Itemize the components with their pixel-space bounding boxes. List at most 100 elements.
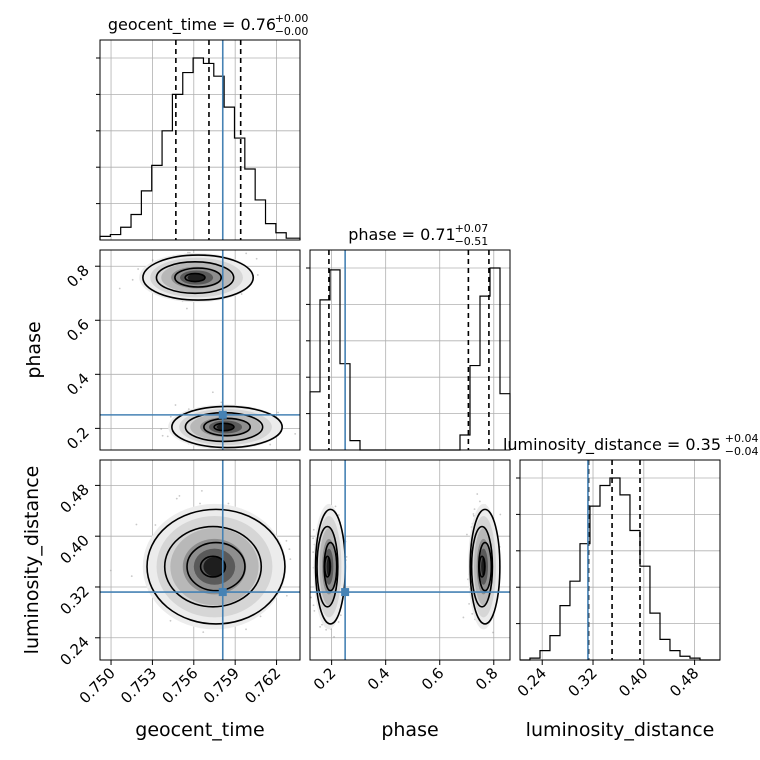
density-layer [118, 245, 297, 450]
scatter-point [131, 278, 134, 281]
scatter-point [245, 628, 247, 631]
scatter-point [187, 251, 189, 254]
title-plus-error: +0.07 [455, 222, 489, 235]
density-level-5 [187, 273, 206, 282]
scatter-point [288, 548, 291, 550]
x-axis-label-luminosity-distance: luminosity_distance [526, 719, 715, 741]
scatter-point [161, 434, 164, 437]
panel-2d-luminosity-distance-vs-phase [309, 459, 511, 661]
x-tick-label-phase: 0.2 [310, 664, 340, 694]
scatter-point [310, 596, 312, 599]
scatter-point [240, 293, 243, 295]
scatter-point [312, 537, 315, 540]
scatter-point [312, 551, 315, 554]
density-level-5 [203, 557, 226, 577]
y-axis-label-luminosity-distance: luminosity_distance [21, 466, 43, 655]
y-tick-label-phase: 0.6 [63, 315, 93, 345]
scatter-point [220, 401, 223, 404]
density-level-5 [216, 423, 235, 431]
truth-marker [341, 588, 350, 597]
scatter-point [333, 635, 335, 638]
scatter-point [285, 594, 288, 597]
scatter-point [256, 274, 259, 276]
scatter-point [466, 533, 468, 536]
y-tick-label-luminosity-distance: 0.48 [56, 480, 92, 516]
scatter-point [277, 411, 279, 414]
contour-0 [142, 254, 255, 301]
y-tick-label-luminosity-distance: 0.40 [56, 531, 92, 567]
contour-1 [155, 261, 235, 295]
density-layer [109, 489, 292, 634]
scatter-point [178, 494, 181, 497]
y-axis-label-phase: phase [23, 321, 45, 378]
scatter-point [118, 287, 121, 290]
contour-0 [469, 508, 501, 625]
panel-frame [519, 459, 721, 661]
scatter-point [211, 391, 214, 394]
x-tick-label-geocent-time: 0.756 [159, 664, 202, 707]
x-tick-label-geocent-time: 0.753 [117, 664, 160, 707]
scatter-point [312, 604, 315, 607]
title-minus-error: −0.00 [275, 25, 309, 38]
contour-2 [186, 541, 246, 592]
y-tick-label-luminosity-distance: 0.32 [56, 582, 92, 618]
scatter-point [186, 307, 188, 310]
x-tick-label-geocent-time: 0.762 [241, 664, 284, 707]
contour-3 [213, 422, 235, 432]
title-plus-error: +0.00 [275, 12, 309, 25]
scatter-point [160, 428, 163, 430]
scatter-point [312, 528, 315, 531]
scatter-point [478, 500, 481, 503]
scatter-point [135, 523, 138, 526]
scatter-point [294, 433, 297, 435]
y-tick-label-phase: 0.4 [63, 369, 93, 399]
y-tick-label-phase: 0.2 [63, 423, 93, 453]
truth-marker [218, 588, 227, 597]
scatter-point [259, 615, 262, 618]
panel-frame [309, 459, 511, 661]
scatter-point [151, 259, 154, 261]
scatter-point [269, 443, 272, 446]
scatter-point [109, 569, 112, 572]
histogram-luminosity-distance [520, 477, 720, 661]
scatter-point [471, 612, 474, 615]
scatter-point [173, 245, 175, 247]
scatter-point [476, 493, 479, 495]
contour-1 [316, 525, 339, 608]
scatter-point [169, 415, 172, 418]
panel-title-geocent-time: geocent_time = 0.76 [108, 15, 276, 35]
histogram-geocent-time [99, 57, 301, 240]
scatter-point [499, 513, 502, 516]
scatter-point [313, 610, 316, 612]
contour-0 [171, 405, 283, 449]
contour-1 [470, 525, 494, 608]
scatter-point [334, 505, 337, 508]
scatter-point [319, 625, 321, 628]
scatter-point [468, 602, 470, 605]
scatter-point [154, 524, 157, 526]
panel-2d-luminosity-distance-vs-geocent-time [99, 459, 301, 661]
scatter-point [337, 621, 340, 623]
scatter-point [245, 252, 248, 255]
contour-3 [478, 555, 486, 578]
x-axis-label-phase: phase [381, 719, 438, 741]
scatter-point [339, 614, 342, 617]
scatter-point [169, 619, 172, 622]
scatter-point [130, 575, 133, 578]
scatter-point [199, 502, 201, 505]
scatter-point [200, 489, 203, 492]
scatter-point [492, 631, 494, 634]
x-tick-label-phase: 0.8 [472, 664, 502, 694]
hist-panel-geocent-time: geocent_time = 0.76+0.00−0.00 [96, 12, 309, 241]
scatter-point [255, 257, 258, 260]
panel-2d-phase-vs-geocent-time [99, 245, 301, 451]
x-tick-label-phase: 0.6 [418, 664, 448, 694]
scatter-point [289, 558, 292, 561]
title-minus-error: −0.51 [455, 235, 489, 248]
scatter-point [137, 268, 140, 270]
x-tick-label-luminosity-distance: 0.48 [666, 664, 702, 700]
x-axis-label-geocent-time: geocent_time [135, 719, 264, 741]
panel-title-luminosity-distance: luminosity_distance = 0.35 [503, 435, 721, 455]
hist-panel-phase: phase = 0.71+0.07−0.51 [306, 222, 511, 451]
